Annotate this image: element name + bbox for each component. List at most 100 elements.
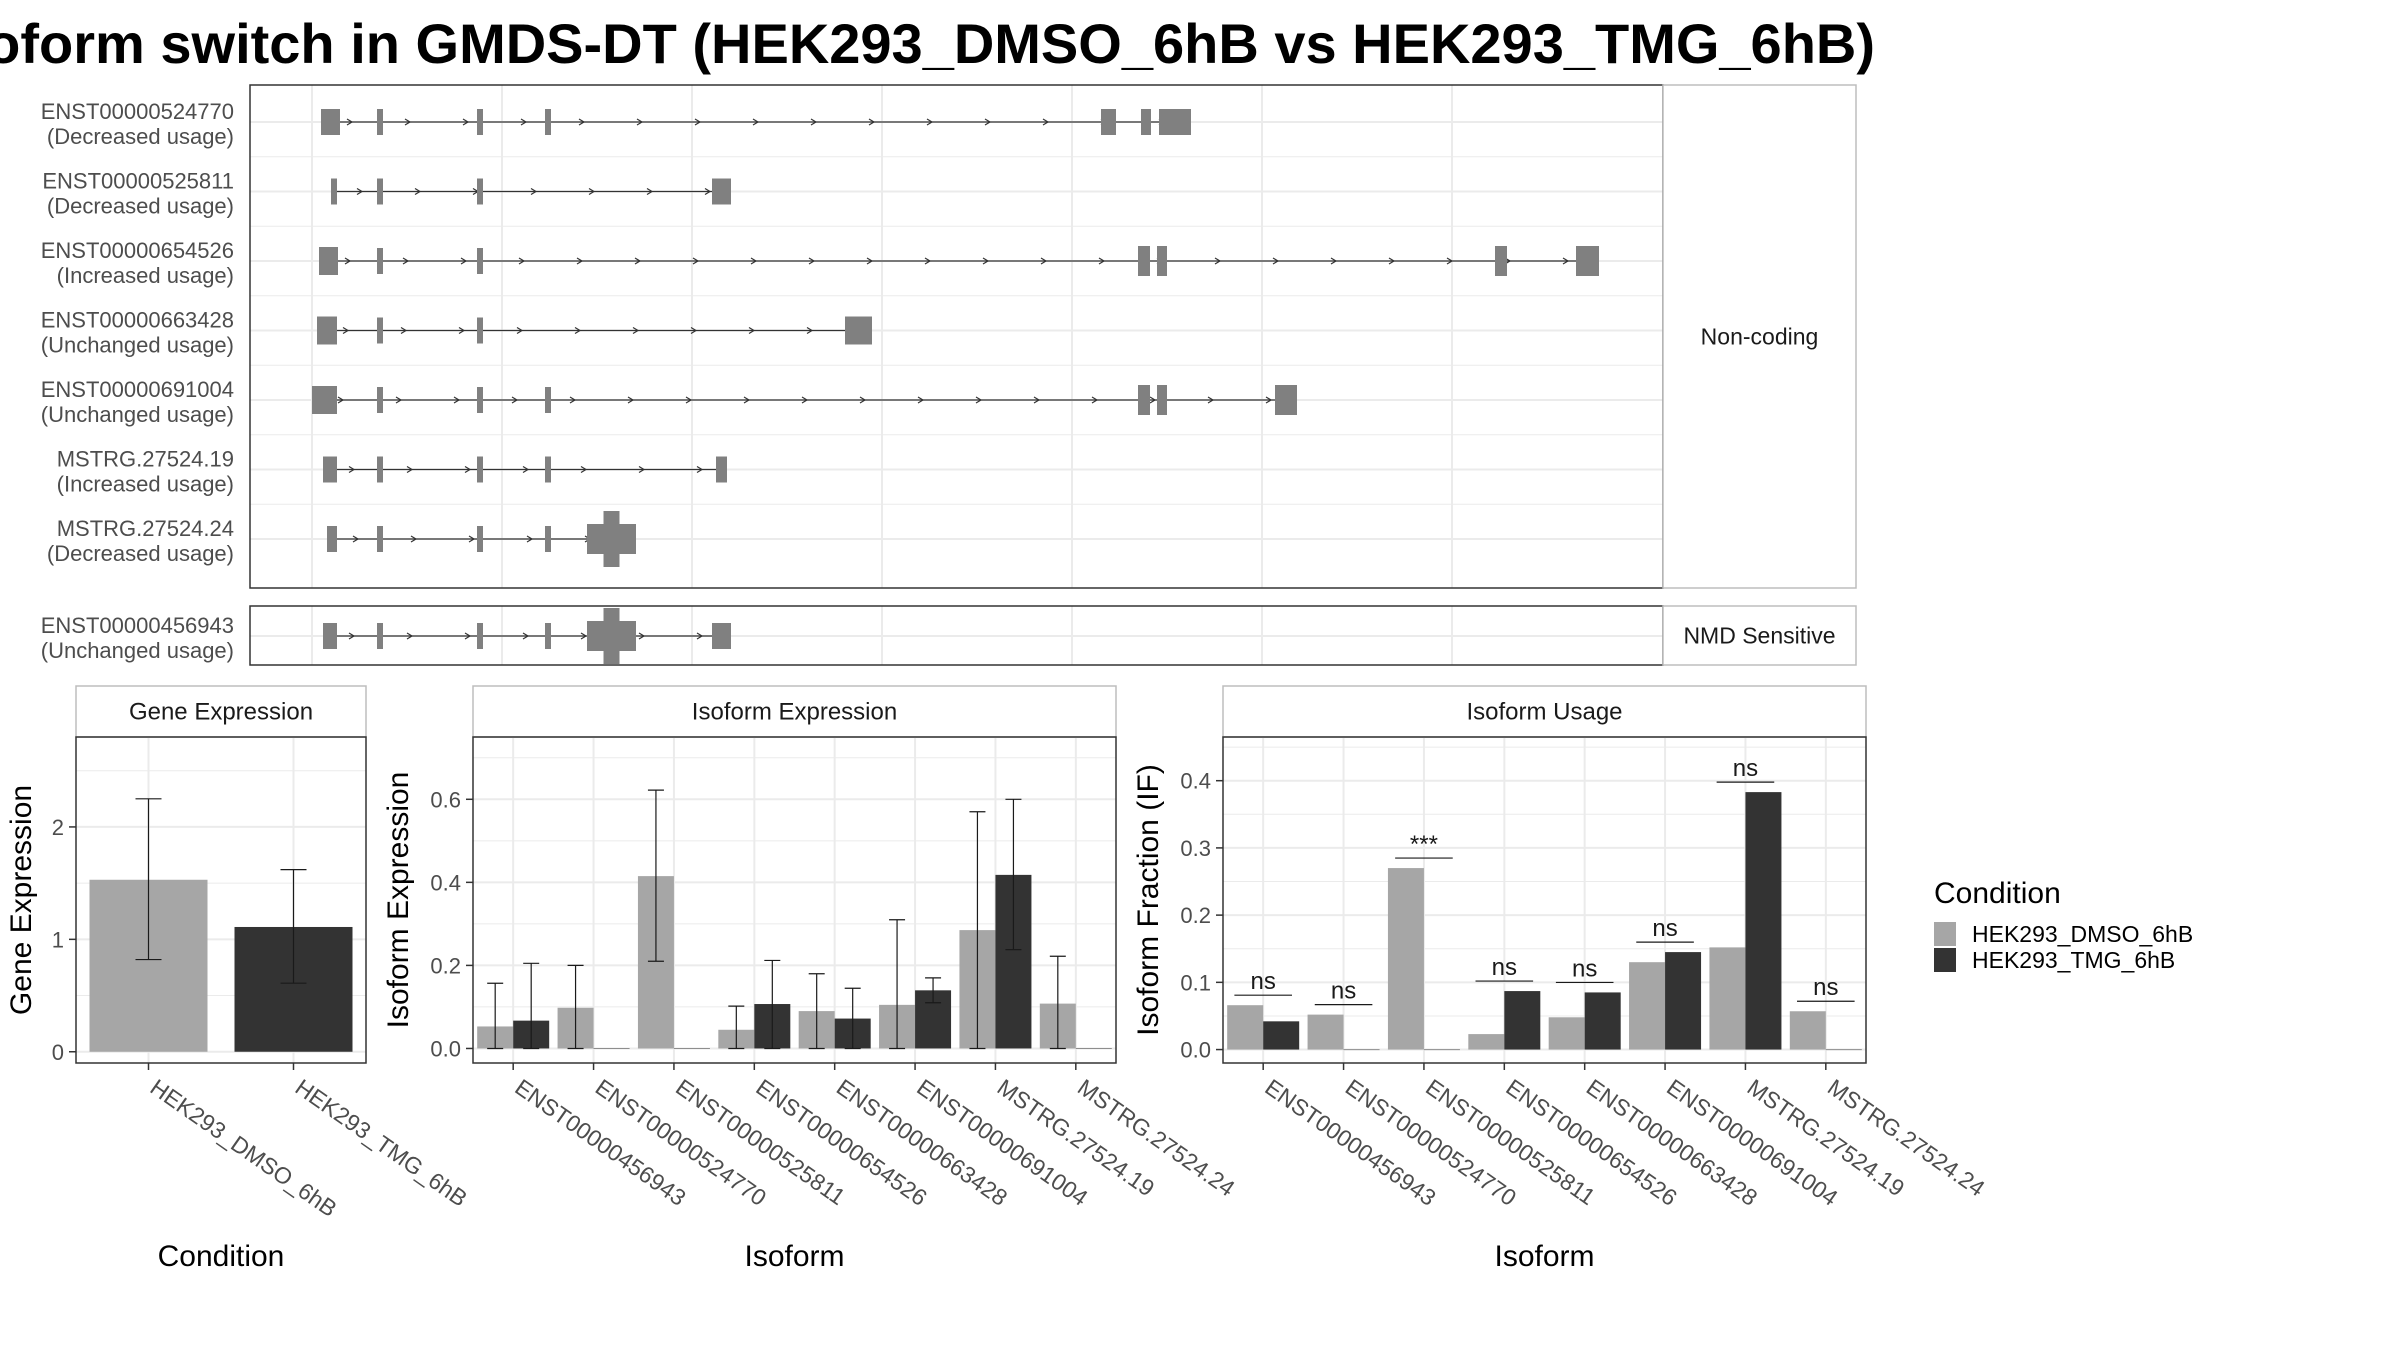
transcript-id: ENST00000663428 <box>41 308 234 333</box>
y-tick-label: 0.2 <box>430 953 461 978</box>
panel-border <box>1222 736 1867 1064</box>
legend-title: Condition <box>1934 877 2061 910</box>
legend-label: HEK293_DMSO_6hB <box>1972 921 2193 947</box>
transcript-row <box>321 109 1191 135</box>
intron-direction-arrow <box>453 396 461 404</box>
bar <box>1227 1005 1264 1050</box>
intron-direction-arrow <box>1040 257 1048 265</box>
intron-direction-arrow <box>975 396 983 404</box>
y-tick-label: 1 <box>52 927 64 952</box>
y-tick-label: 2 <box>52 815 64 840</box>
transcript-row <box>327 511 636 567</box>
intron-direction-arrow <box>530 187 538 196</box>
intron-direction-arrow <box>578 118 586 126</box>
significance-label: ns <box>1652 915 1677 942</box>
exon <box>1101 109 1116 135</box>
intron-direction-arrow <box>520 118 528 126</box>
exon <box>331 178 337 205</box>
significance-label: ns <box>1733 755 1758 782</box>
bar <box>1584 992 1621 1050</box>
exon <box>477 456 483 483</box>
intron-direction-arrow <box>750 257 758 265</box>
intron-direction-arrow <box>752 118 760 126</box>
intron-direction-arrow <box>410 535 418 543</box>
intron-direction-arrow <box>859 396 867 404</box>
strip-label-box <box>1662 605 1857 666</box>
transcript-row <box>331 178 731 205</box>
intron-direction-arrow <box>1207 396 1215 404</box>
exon <box>377 317 383 344</box>
bar <box>1307 1014 1344 1050</box>
x-axis-title: Condition <box>158 1240 285 1273</box>
intron-direction-arrow <box>982 257 990 265</box>
y-axis-title: Gene Expression <box>5 785 38 1015</box>
intron-direction-arrow <box>808 257 816 265</box>
transcript-id: MSTRG.27524.24 <box>57 516 234 541</box>
intron-direction-arrow <box>866 257 874 265</box>
intron-direction-arrow <box>748 326 756 335</box>
exon <box>716 456 727 483</box>
intron-direction-arrow <box>984 118 992 126</box>
panel-strip <box>472 685 1117 738</box>
exon <box>312 386 337 414</box>
transcript-usage: (Increased usage) <box>57 263 234 288</box>
y-tick-label: 0.2 <box>1180 903 1211 928</box>
intron-direction-arrow <box>464 465 472 474</box>
intron-direction-arrow <box>516 326 524 335</box>
panel-title: Isoform Expression <box>692 699 897 726</box>
y-tick-label: 0.1 <box>1180 970 1211 995</box>
exon <box>545 109 551 135</box>
exon <box>477 248 483 274</box>
exon <box>377 387 383 413</box>
x-axis-title: Isoform <box>1494 1240 1594 1273</box>
intron-direction-arrow <box>1265 396 1273 404</box>
transcript-row <box>312 385 1297 415</box>
y-tick-label: 0.3 <box>1180 836 1211 861</box>
intron-direction-arrow <box>522 632 530 640</box>
intron-direction-arrow <box>924 257 932 265</box>
significance-label: ns <box>1572 955 1597 982</box>
intron-direction-arrow <box>634 257 642 265</box>
intron-direction-arrow <box>395 396 403 404</box>
intron-direction-arrow <box>638 465 646 474</box>
intron-direction-arrow <box>588 187 596 196</box>
intron-direction-arrow <box>917 396 925 404</box>
exon <box>477 623 483 649</box>
transcript-usage: (Unchanged usage) <box>41 638 234 663</box>
bar <box>1387 868 1424 1050</box>
y-tick-label: 0.4 <box>430 870 461 895</box>
exon <box>1138 246 1150 276</box>
intron-direction-arrow <box>348 465 356 474</box>
bar <box>1665 952 1702 1050</box>
transcript-usage: (Unchanged usage) <box>41 333 234 358</box>
significance-label: ns <box>1251 968 1276 995</box>
bar <box>1504 991 1541 1050</box>
legend-swatch <box>1934 948 1956 972</box>
intron-direction-arrow <box>692 257 700 265</box>
bar <box>1709 947 1746 1050</box>
intron-direction-arrow <box>743 396 751 404</box>
y-tick-label: 0.6 <box>430 787 461 812</box>
panel-title: Gene Expression <box>129 699 313 726</box>
transcript-id: ENST00000456943 <box>41 613 234 638</box>
transcript-usage: (Decreased usage) <box>47 124 234 149</box>
strip-label-box <box>1662 84 1857 589</box>
transcript-group-nmd-sensitive: ENST00000456943(Unchanged usage) NMD Sens… <box>41 605 1857 666</box>
y-axis-title: Isoform Expression <box>382 772 415 1029</box>
exon <box>317 316 337 345</box>
bar <box>1423 1049 1460 1051</box>
intron-direction-arrow <box>337 396 345 404</box>
intron-direction-arrow <box>1214 257 1222 265</box>
panel-border <box>75 736 367 1064</box>
exon <box>477 387 483 413</box>
intron-direction-arrow <box>1562 257 1570 265</box>
intron-direction-arrow <box>406 465 414 474</box>
panel-title: Isoform Usage <box>1466 699 1622 726</box>
y-tick-label: 0 <box>52 1040 64 1065</box>
intron-direction-arrow <box>574 326 582 335</box>
exon <box>377 623 383 649</box>
transcript-usage: (Decreased usage) <box>47 541 234 566</box>
y-tick-label: 0.0 <box>1180 1038 1211 1063</box>
bar <box>1343 1049 1380 1051</box>
